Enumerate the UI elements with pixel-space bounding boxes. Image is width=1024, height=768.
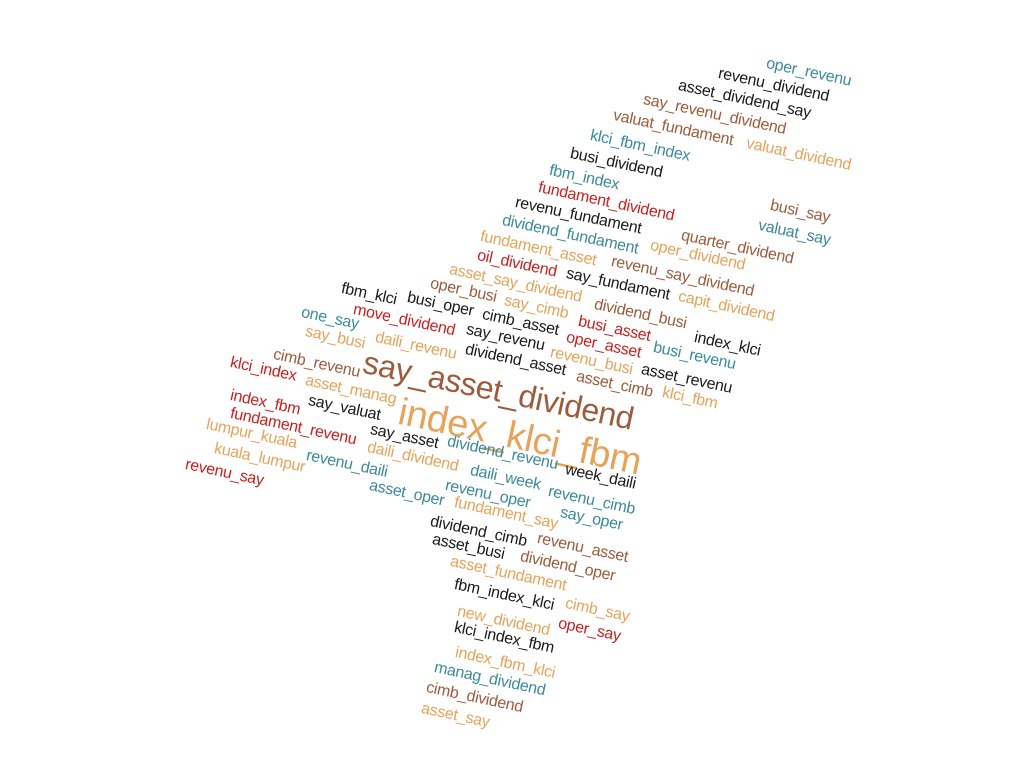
cloud-word: asset_oper: [367, 477, 446, 510]
cloud-word: valuat_dividend: [744, 135, 853, 174]
